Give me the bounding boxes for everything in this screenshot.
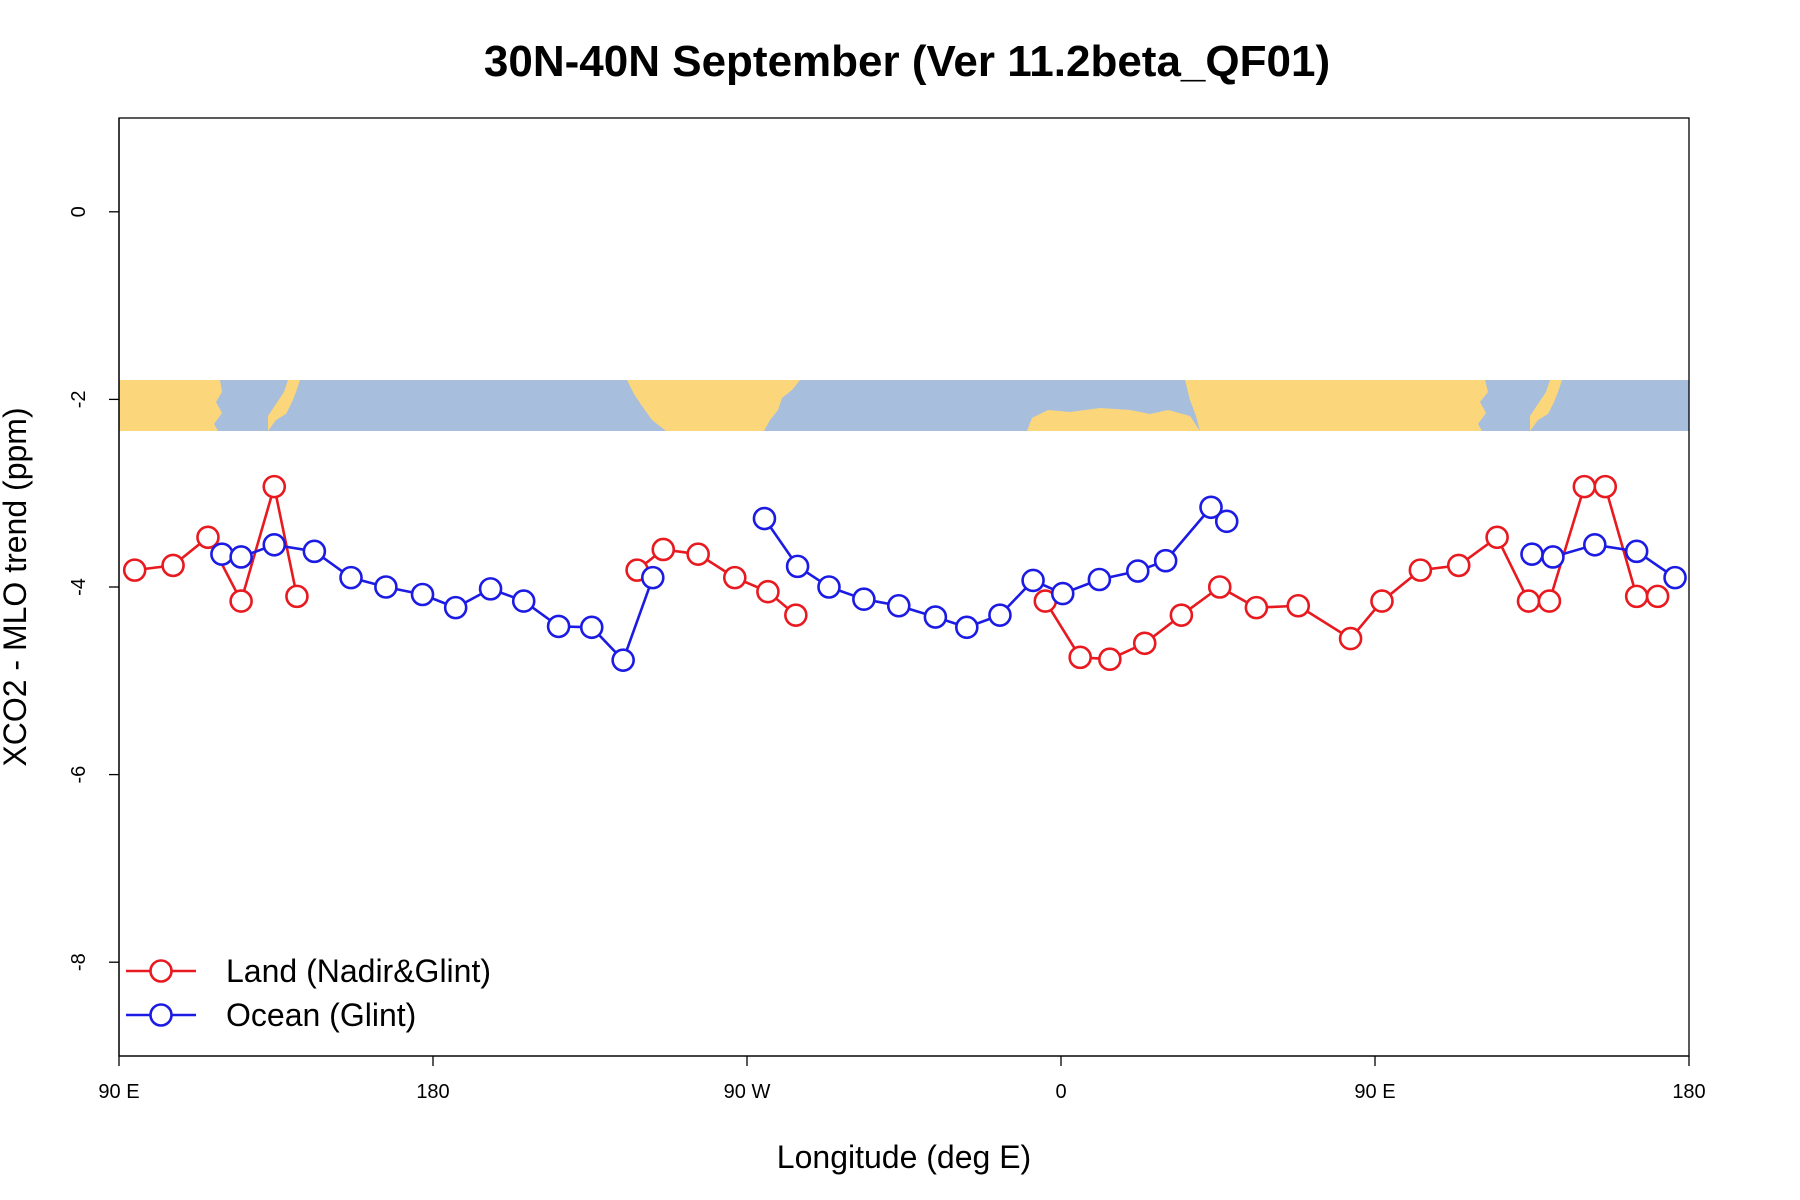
data-point (122, 558, 147, 582)
data-point (262, 474, 287, 499)
data-point (1244, 595, 1269, 620)
data-point (1520, 542, 1544, 566)
x-tick-label: 90 W (724, 1081, 771, 1103)
data-point (1286, 593, 1311, 618)
data-point (229, 589, 253, 613)
data-point (1199, 495, 1223, 520)
data-point (1021, 568, 1045, 593)
data-point (339, 565, 363, 590)
data-point (722, 565, 747, 590)
data-point (611, 648, 635, 672)
data-point (1169, 603, 1194, 627)
data-point (1537, 589, 1562, 613)
y-tick-label: -2 (68, 391, 90, 409)
x-tick-label: 180 (416, 1081, 449, 1103)
data-point (1645, 584, 1670, 609)
data-point (923, 605, 948, 629)
data-point (161, 553, 185, 578)
data-point (443, 595, 468, 620)
x-tick-label: 90 E (98, 1081, 139, 1103)
map-land-asia-west (119, 380, 222, 431)
x-tick-label: 180 (1672, 1081, 1705, 1103)
series-layer (122, 474, 1687, 672)
data-point (1583, 532, 1607, 557)
data-point (229, 545, 253, 569)
data-point (1132, 631, 1157, 656)
data-point (1541, 545, 1565, 569)
data-point (1446, 553, 1471, 578)
data-point (374, 575, 398, 599)
map-land-japan-west (268, 380, 300, 431)
data-point (1485, 525, 1509, 550)
data-point (1572, 474, 1597, 499)
data-point (1098, 647, 1122, 672)
data-point (1214, 509, 1239, 534)
y-tick-label: -6 (68, 766, 90, 784)
data-point (478, 577, 503, 601)
legend-label: Land (Nadir&Glint) (226, 953, 491, 989)
data-point (1624, 584, 1649, 609)
series-1 (210, 495, 1687, 672)
data-point (1207, 575, 1232, 599)
data-point (302, 539, 327, 564)
data-point (1153, 548, 1178, 573)
data-point (886, 593, 911, 618)
data-point (1624, 539, 1649, 564)
data-point (546, 614, 571, 639)
data-point (784, 603, 808, 627)
data-point (1516, 589, 1541, 613)
legend-label: Ocean (Glint) (226, 997, 416, 1033)
data-point (1050, 581, 1075, 606)
y-axis: 0 -2 -4 -6 -8 (68, 118, 120, 1056)
x-axis-label: Longitude (deg E) (777, 1139, 1031, 1175)
data-point (852, 587, 876, 611)
data-point (954, 615, 979, 640)
map-land-north-america (627, 380, 800, 431)
legend: Land (Nadir&Glint) Ocean (Glint) (126, 953, 491, 1033)
x-tick-label: 0 (1055, 1081, 1066, 1103)
data-point (686, 542, 710, 566)
data-point (410, 582, 435, 607)
map-land-europe-africa (1027, 408, 1200, 431)
y-tick-label: -4 (68, 578, 90, 596)
world-map-strip (119, 380, 1689, 431)
data-point (579, 615, 604, 640)
data-point (196, 525, 220, 550)
data-point (752, 506, 777, 531)
y-tick-label: -8 (68, 953, 90, 971)
data-point (1663, 565, 1687, 590)
data-point (640, 565, 665, 590)
data-point (651, 537, 676, 562)
data-point (1068, 645, 1092, 670)
x-tick-label: 90 E (1354, 1081, 1395, 1103)
data-point (210, 542, 234, 566)
x-axis: 90 E 180 90 W 0 90 E 180 (98, 1055, 1706, 1103)
data-point (1125, 559, 1150, 583)
data-point (285, 584, 309, 609)
data-point (1408, 558, 1433, 582)
data-point (1338, 626, 1363, 651)
map-land-japan-east (1530, 380, 1562, 431)
map-land-asia-east (1185, 380, 1488, 431)
data-point (756, 579, 780, 604)
data-point (785, 554, 810, 579)
data-point (1593, 474, 1618, 499)
series-0 (122, 474, 1670, 672)
data-point (817, 575, 841, 599)
series-line (221, 543, 655, 663)
data-point (1370, 589, 1394, 613)
chart-title: 30N-40N September (Ver 11.2beta_QF01) (484, 37, 1330, 86)
y-axis-label: XCO2 - MLO trend (ppm) (0, 407, 33, 766)
data-point (1087, 567, 1112, 592)
legend-marker (149, 1003, 173, 1027)
y-tick-label: 0 (68, 206, 90, 217)
legend-marker (149, 959, 173, 983)
data-point (511, 589, 536, 613)
data-point (262, 532, 287, 557)
data-point (988, 603, 1012, 627)
